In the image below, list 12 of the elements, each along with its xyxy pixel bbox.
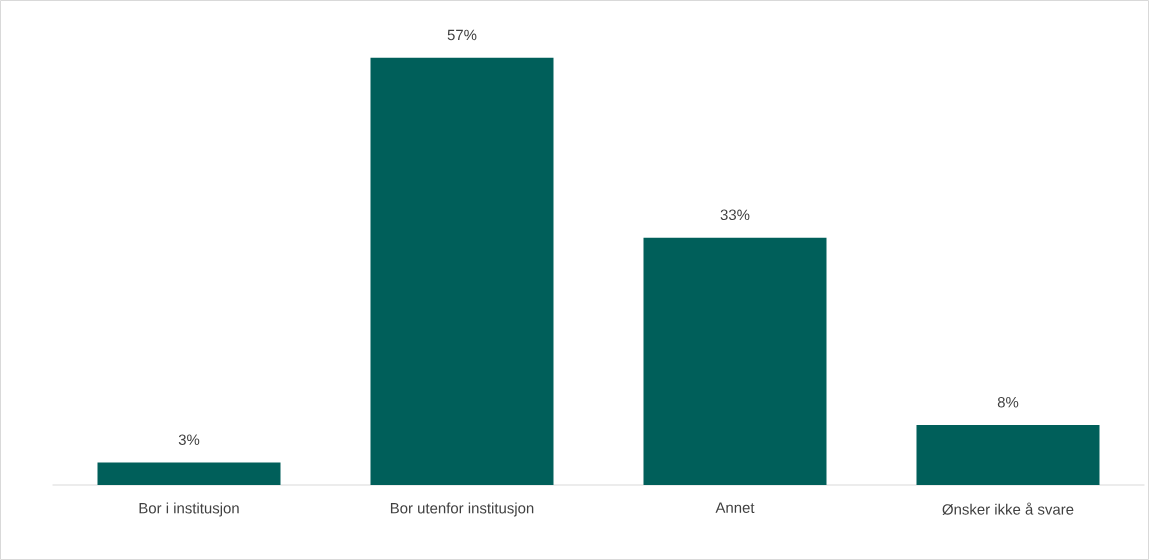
bar: [97, 462, 281, 485]
bar: [916, 425, 1100, 485]
data-label: 8%: [997, 396, 1019, 408]
x-tick-label: Ønsker ikke å svare: [942, 502, 1074, 515]
bar: [643, 237, 827, 485]
x-tick-label: Bor i institusjon: [139, 502, 239, 517]
data-label: 3%: [178, 434, 200, 445]
data-label: 33%: [720, 209, 750, 221]
data-label: 57%: [447, 29, 477, 41]
x-tick-label: Annet: [715, 502, 755, 513]
bar: [370, 57, 554, 485]
x-tick-label: Bor utenfor institusjon: [390, 502, 534, 517]
